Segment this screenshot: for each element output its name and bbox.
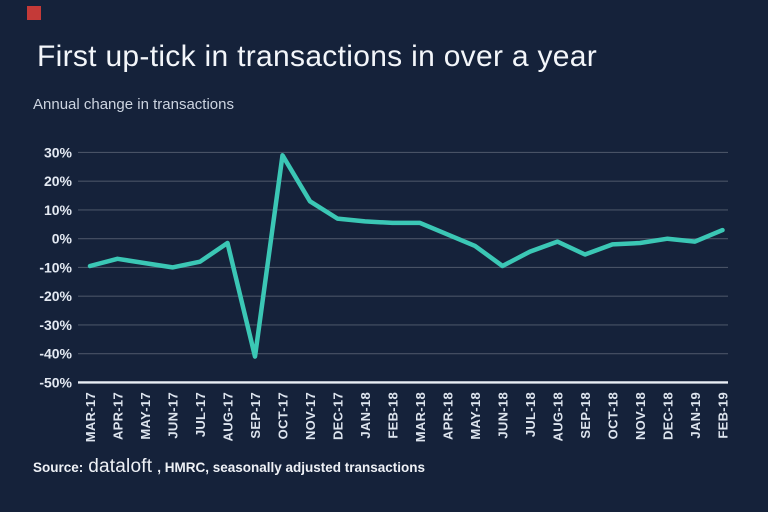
x-tick-label: FEB-18: [386, 392, 401, 439]
x-tick-label: MAY-18: [468, 392, 483, 440]
x-tick-label: OCT-18: [606, 392, 621, 439]
x-tick-label: JUN-18: [496, 392, 511, 439]
y-tick-label: 0%: [52, 231, 73, 247]
source-details: , HMRC, seasonally adjusted transactions: [157, 460, 426, 475]
x-tick-label: JAN-18: [358, 392, 373, 439]
x-tick-label: MAR-17: [83, 392, 98, 442]
y-tick-label: 30%: [44, 144, 73, 160]
x-tick-label: DEC-18: [661, 392, 676, 440]
x-tick-label: AUG-17: [221, 392, 236, 441]
y-tick-label: -10%: [39, 259, 72, 275]
x-tick-label: MAY-17: [138, 392, 153, 440]
y-tick-label: 20%: [44, 173, 73, 189]
y-tick-label: -50%: [39, 374, 72, 390]
x-tick-label: MAR-18: [413, 392, 428, 442]
x-tick-label: FEB-19: [716, 392, 731, 439]
source-prefix: Source:: [33, 460, 84, 475]
x-tick-label: JUL-18: [523, 392, 538, 437]
x-tick-label: DEC-17: [331, 392, 346, 440]
y-tick-label: -40%: [39, 346, 72, 362]
chart-subtitle: Annual change in transactions: [33, 96, 234, 113]
x-tick-label: SEP-18: [578, 392, 593, 439]
x-tick-label: NOV-18: [633, 392, 648, 440]
x-tick-label: NOV-17: [303, 392, 318, 440]
data-line-annual-change: [87, 153, 725, 359]
x-tick-label: APR-18: [441, 392, 456, 440]
source-line: Source: dataloft , HMRC, seasonally adju…: [33, 456, 425, 478]
x-tick-label: APR-17: [111, 392, 126, 440]
x-tick-label: OCT-17: [276, 392, 291, 439]
x-tick-label: AUG-18: [551, 392, 566, 441]
y-tick-label: -30%: [39, 317, 72, 333]
x-tick-label: JAN-19: [688, 392, 703, 439]
brand-mark-red-square: [27, 6, 41, 20]
y-tick-label: -20%: [39, 288, 72, 304]
x-tick-label: JUL-17: [193, 392, 208, 437]
x-tick-label: SEP-17: [248, 392, 263, 439]
y-tick-label: 10%: [44, 202, 73, 218]
page-title: First up-tick in transactions in over a …: [37, 40, 598, 73]
dataloft-wordmark: dataloft: [88, 456, 153, 477]
x-tick-label: JUN-17: [166, 392, 181, 439]
